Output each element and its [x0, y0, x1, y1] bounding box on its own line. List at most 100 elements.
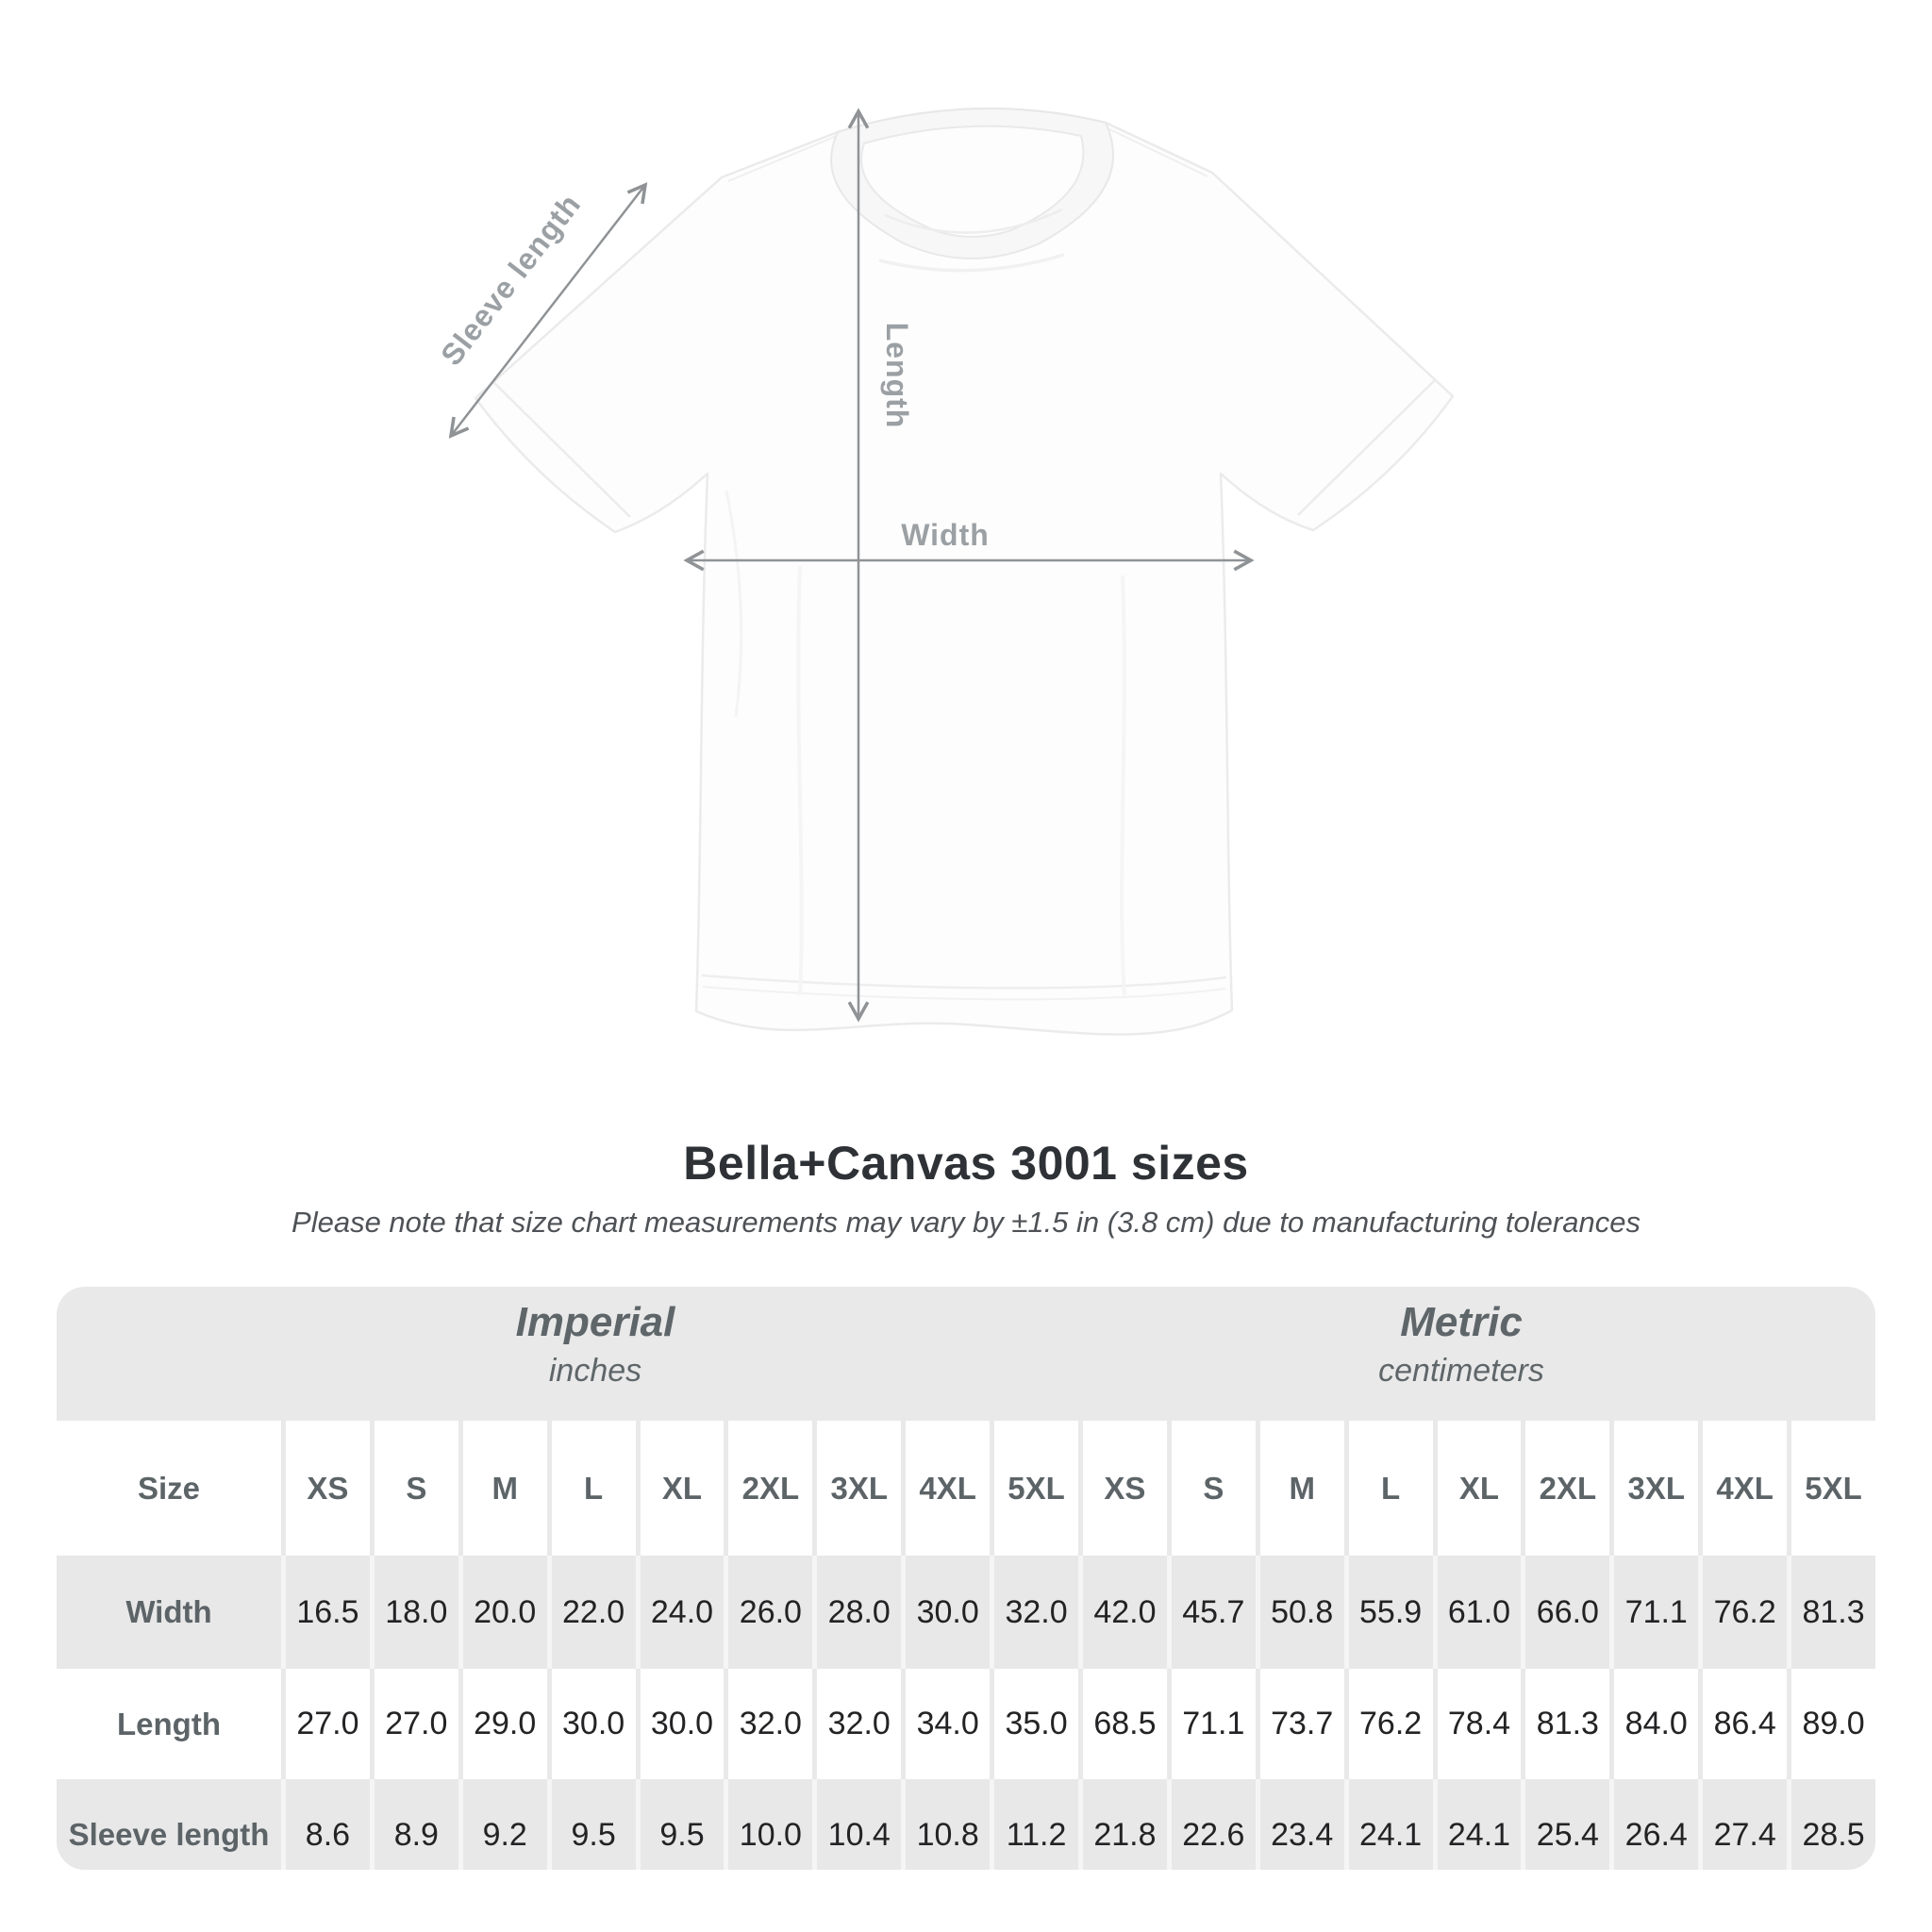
- size-header-imperial-3xl: 3XL: [817, 1421, 902, 1556]
- value-metric-xl: 61.0: [1437, 1556, 1522, 1669]
- table-row-0: Width 16.5 18.0 20.0 22.0 24.0 26.0 28.0 30.0 32.…: [57, 1556, 1875, 1669]
- value-metric-m: 50.8: [1259, 1556, 1344, 1669]
- width-arrow-label: Width: [901, 518, 990, 552]
- tshirt-diagram: Length Width Sleeve length: [434, 107, 1455, 1036]
- value-imperial-xs: 16.5: [286, 1556, 370, 1669]
- size-column-header: Size: [57, 1421, 281, 1556]
- value-imperial-s: 18.0: [374, 1556, 458, 1669]
- value-imperial-m: 20.0: [462, 1556, 547, 1669]
- value-metric-m: 23.4: [1259, 1779, 1344, 1870]
- value-imperial-4xl: 34.0: [906, 1669, 991, 1779]
- size-chart-panel: Imperial inches Metric centimeters Size X…: [57, 1287, 1875, 1870]
- size-table: Size XS S M L XL 2XL 3XL 4XL 5XL XS S M L XL 2XL 3XL 4XL 5…: [57, 1421, 1875, 1870]
- metric-header-group: Metric centimeters: [1378, 1299, 1544, 1390]
- size-header-imperial-xl: XL: [640, 1421, 724, 1556]
- wrinkle: [796, 565, 804, 996]
- value-imperial-l: 9.5: [551, 1779, 636, 1870]
- value-imperial-s: 27.0: [374, 1669, 458, 1779]
- value-metric-xs: 68.5: [1082, 1669, 1167, 1779]
- size-header-metric-l: L: [1348, 1421, 1433, 1556]
- left-shoulder-seam: [727, 133, 842, 182]
- value-imperial-xl: 24.0: [640, 1556, 724, 1669]
- value-imperial-l: 30.0: [551, 1669, 636, 1779]
- value-imperial-4xl: 10.8: [906, 1779, 991, 1870]
- value-metric-2xl: 66.0: [1525, 1556, 1610, 1669]
- value-metric-5xl: 28.5: [1791, 1779, 1875, 1870]
- sleeve-length-arrow: [448, 182, 648, 439]
- value-metric-4xl: 27.4: [1703, 1779, 1788, 1870]
- value-metric-4xl: 86.4: [1703, 1669, 1788, 1779]
- value-metric-xs: 42.0: [1082, 1556, 1167, 1669]
- value-metric-s: 22.6: [1171, 1779, 1256, 1870]
- hem-stitch-2: [702, 986, 1226, 1001]
- value-imperial-5xl: 32.0: [994, 1556, 1078, 1669]
- value-imperial-xs: 8.6: [286, 1779, 370, 1870]
- size-header-metric-2xl: 2XL: [1525, 1421, 1610, 1556]
- value-imperial-3xl: 10.4: [817, 1779, 902, 1870]
- size-header-imperial-5xl: 5XL: [994, 1421, 1078, 1556]
- length-arrow-label: Length: [880, 323, 914, 429]
- value-metric-2xl: 81.3: [1525, 1669, 1610, 1779]
- value-imperial-2xl: 26.0: [728, 1556, 813, 1669]
- value-imperial-2xl: 32.0: [728, 1669, 813, 1779]
- value-metric-3xl: 84.0: [1614, 1669, 1699, 1779]
- size-header-imperial-4xl: 4XL: [906, 1421, 991, 1556]
- value-imperial-3xl: 32.0: [817, 1669, 902, 1779]
- value-metric-s: 45.7: [1171, 1556, 1256, 1669]
- size-header-imperial-2xl: 2XL: [728, 1421, 813, 1556]
- value-imperial-2xl: 10.0: [728, 1779, 813, 1870]
- table-row-2: Sleeve length 8.6 8.9 9.2 9.5 9.5 10.0 10.4 10.8…: [57, 1779, 1875, 1870]
- right-shoulder-seam: [1101, 125, 1208, 177]
- tolerance-note: Please note that size chart measurements…: [291, 1206, 1641, 1239]
- size-header-imperial-s: S: [374, 1421, 458, 1556]
- value-metric-2xl: 25.4: [1525, 1779, 1610, 1870]
- imperial-header-group: Imperial inches: [515, 1299, 675, 1390]
- size-header-metric-m: M: [1259, 1421, 1344, 1556]
- value-metric-5xl: 81.3: [1791, 1556, 1875, 1669]
- collar: [830, 108, 1114, 273]
- size-header-metric-xs: XS: [1082, 1421, 1167, 1556]
- tshirt-graphic: [474, 107, 1455, 1036]
- tshirt-body: [474, 107, 1455, 1036]
- page-title: Bella+Canvas 3001 sizes: [683, 1137, 1249, 1190]
- value-imperial-s: 8.9: [374, 1779, 458, 1870]
- metric-header: Metric: [1400, 1299, 1523, 1345]
- value-imperial-xl: 30.0: [640, 1669, 724, 1779]
- table-row-1: Length 27.0 27.0 29.0 30.0 30.0 32.0 32.0 34.0 35…: [57, 1669, 1875, 1779]
- hem-stitch: [701, 974, 1227, 990]
- wrinkle: [724, 490, 743, 718]
- value-metric-m: 73.7: [1259, 1669, 1344, 1779]
- size-header-metric-4xl: 4XL: [1703, 1421, 1788, 1556]
- value-metric-5xl: 89.0: [1791, 1669, 1875, 1779]
- size-header-metric-s: S: [1171, 1421, 1256, 1556]
- value-imperial-3xl: 28.0: [817, 1556, 902, 1669]
- value-metric-xl: 78.4: [1437, 1669, 1522, 1779]
- value-metric-l: 24.1: [1348, 1779, 1433, 1870]
- size-header-metric-5xl: 5XL: [1791, 1421, 1875, 1556]
- value-imperial-5xl: 35.0: [994, 1669, 1078, 1779]
- size-header-metric-xl: XL: [1437, 1421, 1522, 1556]
- row-label: Sleeve length: [57, 1779, 281, 1870]
- row-label: Width: [57, 1556, 281, 1669]
- value-imperial-xs: 27.0: [286, 1669, 370, 1779]
- size-header-imperial-l: L: [551, 1421, 636, 1556]
- value-metric-s: 71.1: [1171, 1669, 1256, 1779]
- size-header-imperial-m: M: [462, 1421, 547, 1556]
- imperial-header: Imperial: [515, 1299, 675, 1345]
- row-label: Length: [57, 1669, 281, 1779]
- size-header-imperial-xs: XS: [286, 1421, 370, 1556]
- imperial-unit-label: inches: [548, 1353, 642, 1390]
- value-imperial-5xl: 11.2: [994, 1779, 1078, 1870]
- value-metric-l: 55.9: [1348, 1556, 1433, 1669]
- size-header-row: Size XS S M L XL 2XL 3XL 4XL 5XL XS S M L XL 2XL 3XL 4XL 5…: [57, 1421, 1875, 1556]
- heading-block: Bella+Canvas 3001 sizes Please note that…: [0, 1136, 1932, 1240]
- value-metric-3xl: 71.1: [1614, 1556, 1699, 1669]
- value-imperial-m: 9.2: [462, 1779, 547, 1870]
- value-metric-xl: 24.1: [1437, 1779, 1522, 1870]
- value-metric-3xl: 26.4: [1614, 1779, 1699, 1870]
- value-metric-xs: 21.8: [1082, 1779, 1167, 1870]
- value-imperial-4xl: 30.0: [906, 1556, 991, 1669]
- wrinkle: [1120, 575, 1126, 996]
- value-imperial-l: 22.0: [551, 1556, 636, 1669]
